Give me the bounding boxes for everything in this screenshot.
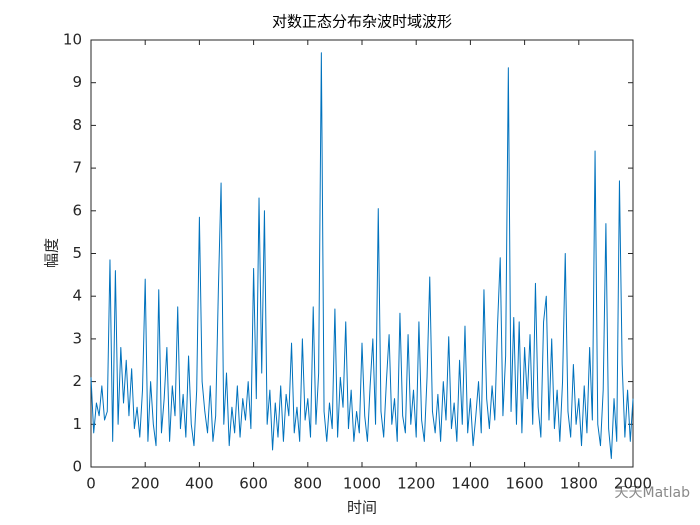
x-tick-label: 2000 <box>614 475 652 493</box>
y-axis-label: 幅度 <box>43 238 61 268</box>
y-tick-label: 4 <box>72 287 82 305</box>
x-axis-label: 时间 <box>347 499 377 517</box>
x-tick-label: 1000 <box>343 475 381 493</box>
x-tick-label: 400 <box>185 475 214 493</box>
watermark: 天天Matlab <box>614 485 690 501</box>
y-tick-label: 0 <box>72 458 82 476</box>
y-tick-label: 8 <box>72 116 82 134</box>
y-tick-label: 1 <box>72 415 82 433</box>
y-tick-label: 5 <box>72 244 82 262</box>
y-tick-label: 3 <box>72 329 82 347</box>
y-tick-label: 10 <box>63 31 82 49</box>
x-tick-label: 1600 <box>506 475 544 493</box>
y-tick-label: 6 <box>72 201 82 219</box>
x-tick-label: 1800 <box>560 475 598 493</box>
plot-area <box>90 39 634 468</box>
y-tick-label: 9 <box>72 73 82 91</box>
x-tick-label: 0 <box>86 475 96 493</box>
data-line <box>90 52 634 459</box>
chart-title: 对数正态分布杂波时域波形 <box>272 13 452 31</box>
x-tick-label: 600 <box>239 475 268 493</box>
x-tick-label: 200 <box>131 475 160 493</box>
y-tick-label: 7 <box>72 159 82 177</box>
x-tick-label: 1200 <box>397 475 435 493</box>
y-tick-label: 2 <box>72 372 82 390</box>
x-tick-label: 1400 <box>451 475 489 493</box>
x-tick-label: 800 <box>293 475 322 493</box>
